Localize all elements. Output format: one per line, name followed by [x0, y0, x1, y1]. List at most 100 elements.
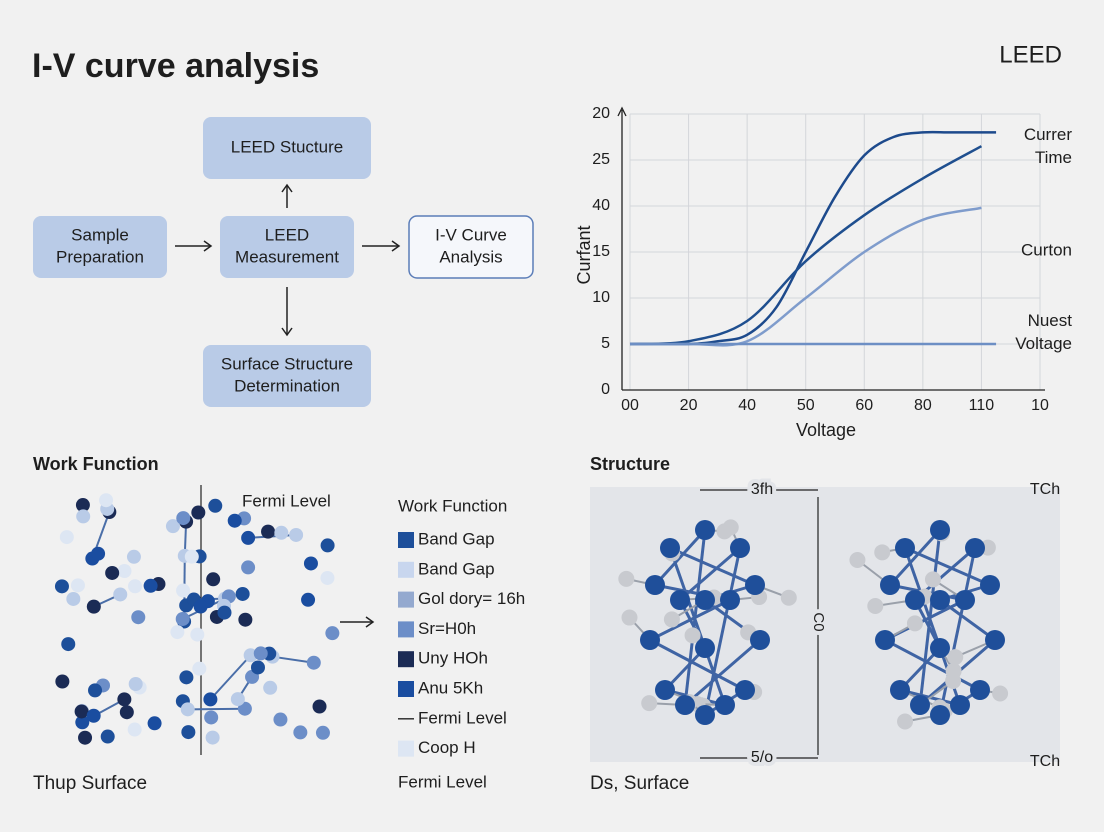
atom [303, 556, 318, 571]
atom [750, 630, 770, 650]
atom [930, 590, 950, 610]
atom [237, 701, 252, 716]
atom [306, 655, 321, 670]
atom [684, 627, 701, 644]
bottom-dim: 5/o [751, 749, 773, 766]
fermi-marker: Fermi Level [242, 491, 331, 510]
atom [143, 578, 158, 593]
atom [131, 610, 146, 625]
atom [75, 715, 90, 730]
atom [241, 530, 256, 545]
atom [206, 572, 221, 587]
flow-node-label: Surface Structure [221, 354, 353, 373]
atom [261, 524, 276, 539]
x-tick-label: 50 [797, 397, 815, 414]
legend-label: Band Gap [418, 559, 495, 578]
flow-node [408, 215, 534, 279]
atom [70, 578, 85, 593]
legend-label: Sr=H0h [418, 619, 476, 638]
atom [86, 708, 101, 723]
atom [59, 530, 74, 545]
atom [640, 630, 660, 650]
atom [890, 680, 910, 700]
bond [653, 528, 707, 587]
atom [208, 498, 223, 513]
atom [250, 660, 265, 675]
bond [668, 547, 727, 706]
x-tick-label: 80 [914, 397, 932, 414]
line-label: Voltage [1015, 334, 1072, 353]
atom [289, 527, 304, 542]
side-dim: C0 [810, 612, 827, 631]
bond [649, 638, 746, 692]
atom [695, 520, 715, 540]
x-tick-label: 00 [621, 397, 639, 414]
flow-node-label: Preparation [56, 247, 144, 266]
top-right: TCh [1030, 481, 1060, 498]
bond [904, 546, 991, 587]
arrows [175, 183, 401, 628]
atom [947, 649, 964, 666]
atom [906, 615, 923, 632]
y-tick-label: 40 [592, 197, 610, 214]
atom [86, 599, 101, 614]
x-tick-label: 110 [969, 397, 995, 414]
atom [660, 538, 680, 558]
series-line [629, 145, 983, 346]
atom [55, 674, 70, 689]
legend-swatch [398, 740, 414, 757]
atom [325, 626, 340, 641]
atom [992, 685, 1009, 702]
atom [641, 695, 658, 712]
atom [176, 583, 191, 598]
atom [74, 704, 89, 719]
atom [985, 630, 1005, 650]
line-label: Time [1035, 148, 1072, 167]
bond [884, 638, 981, 692]
line-label: Currer [1024, 125, 1073, 144]
series-line [629, 130, 997, 346]
title: I-V curve analysis [32, 47, 319, 85]
atom [730, 538, 750, 558]
legend-label: Anu 5Kh [418, 678, 483, 697]
atom [722, 519, 739, 536]
atom [735, 680, 755, 700]
atom [273, 712, 288, 727]
atom [670, 590, 690, 610]
bond [209, 654, 252, 701]
atom [119, 705, 134, 720]
x-tick-label: 10 [1031, 397, 1049, 414]
flowchart: Sample Preparation LEED Measurement I-V Curv… [33, 117, 534, 628]
atom [113, 587, 128, 602]
legend-label: Band Gap [418, 529, 495, 548]
atom [205, 730, 220, 745]
atom [910, 695, 930, 715]
legend: Work Function Band Gap Band Gap Gol dory= 1… [398, 496, 525, 757]
atom [204, 710, 219, 725]
atom [965, 538, 985, 558]
atom [849, 552, 866, 569]
atom [663, 611, 680, 628]
atom [745, 575, 765, 595]
atom [945, 672, 962, 689]
atom [880, 575, 900, 595]
flow-node-label: Determination [234, 376, 340, 395]
line-label: Nuest [1028, 311, 1073, 330]
atom [301, 592, 316, 607]
atom [128, 579, 143, 594]
atom [230, 692, 245, 707]
atom [117, 564, 132, 579]
y-tick-label: 20 [592, 105, 610, 122]
atom [175, 611, 190, 626]
flow-node [203, 117, 371, 179]
y-axis-arrow [617, 106, 627, 117]
atom [88, 683, 103, 698]
atom [105, 565, 120, 580]
bond [888, 528, 942, 587]
atom [780, 589, 797, 606]
atom [147, 716, 162, 731]
flow-node-label: I-V Curve [435, 225, 507, 244]
x-axis-label: Voltage [796, 420, 856, 440]
atom [720, 590, 740, 610]
